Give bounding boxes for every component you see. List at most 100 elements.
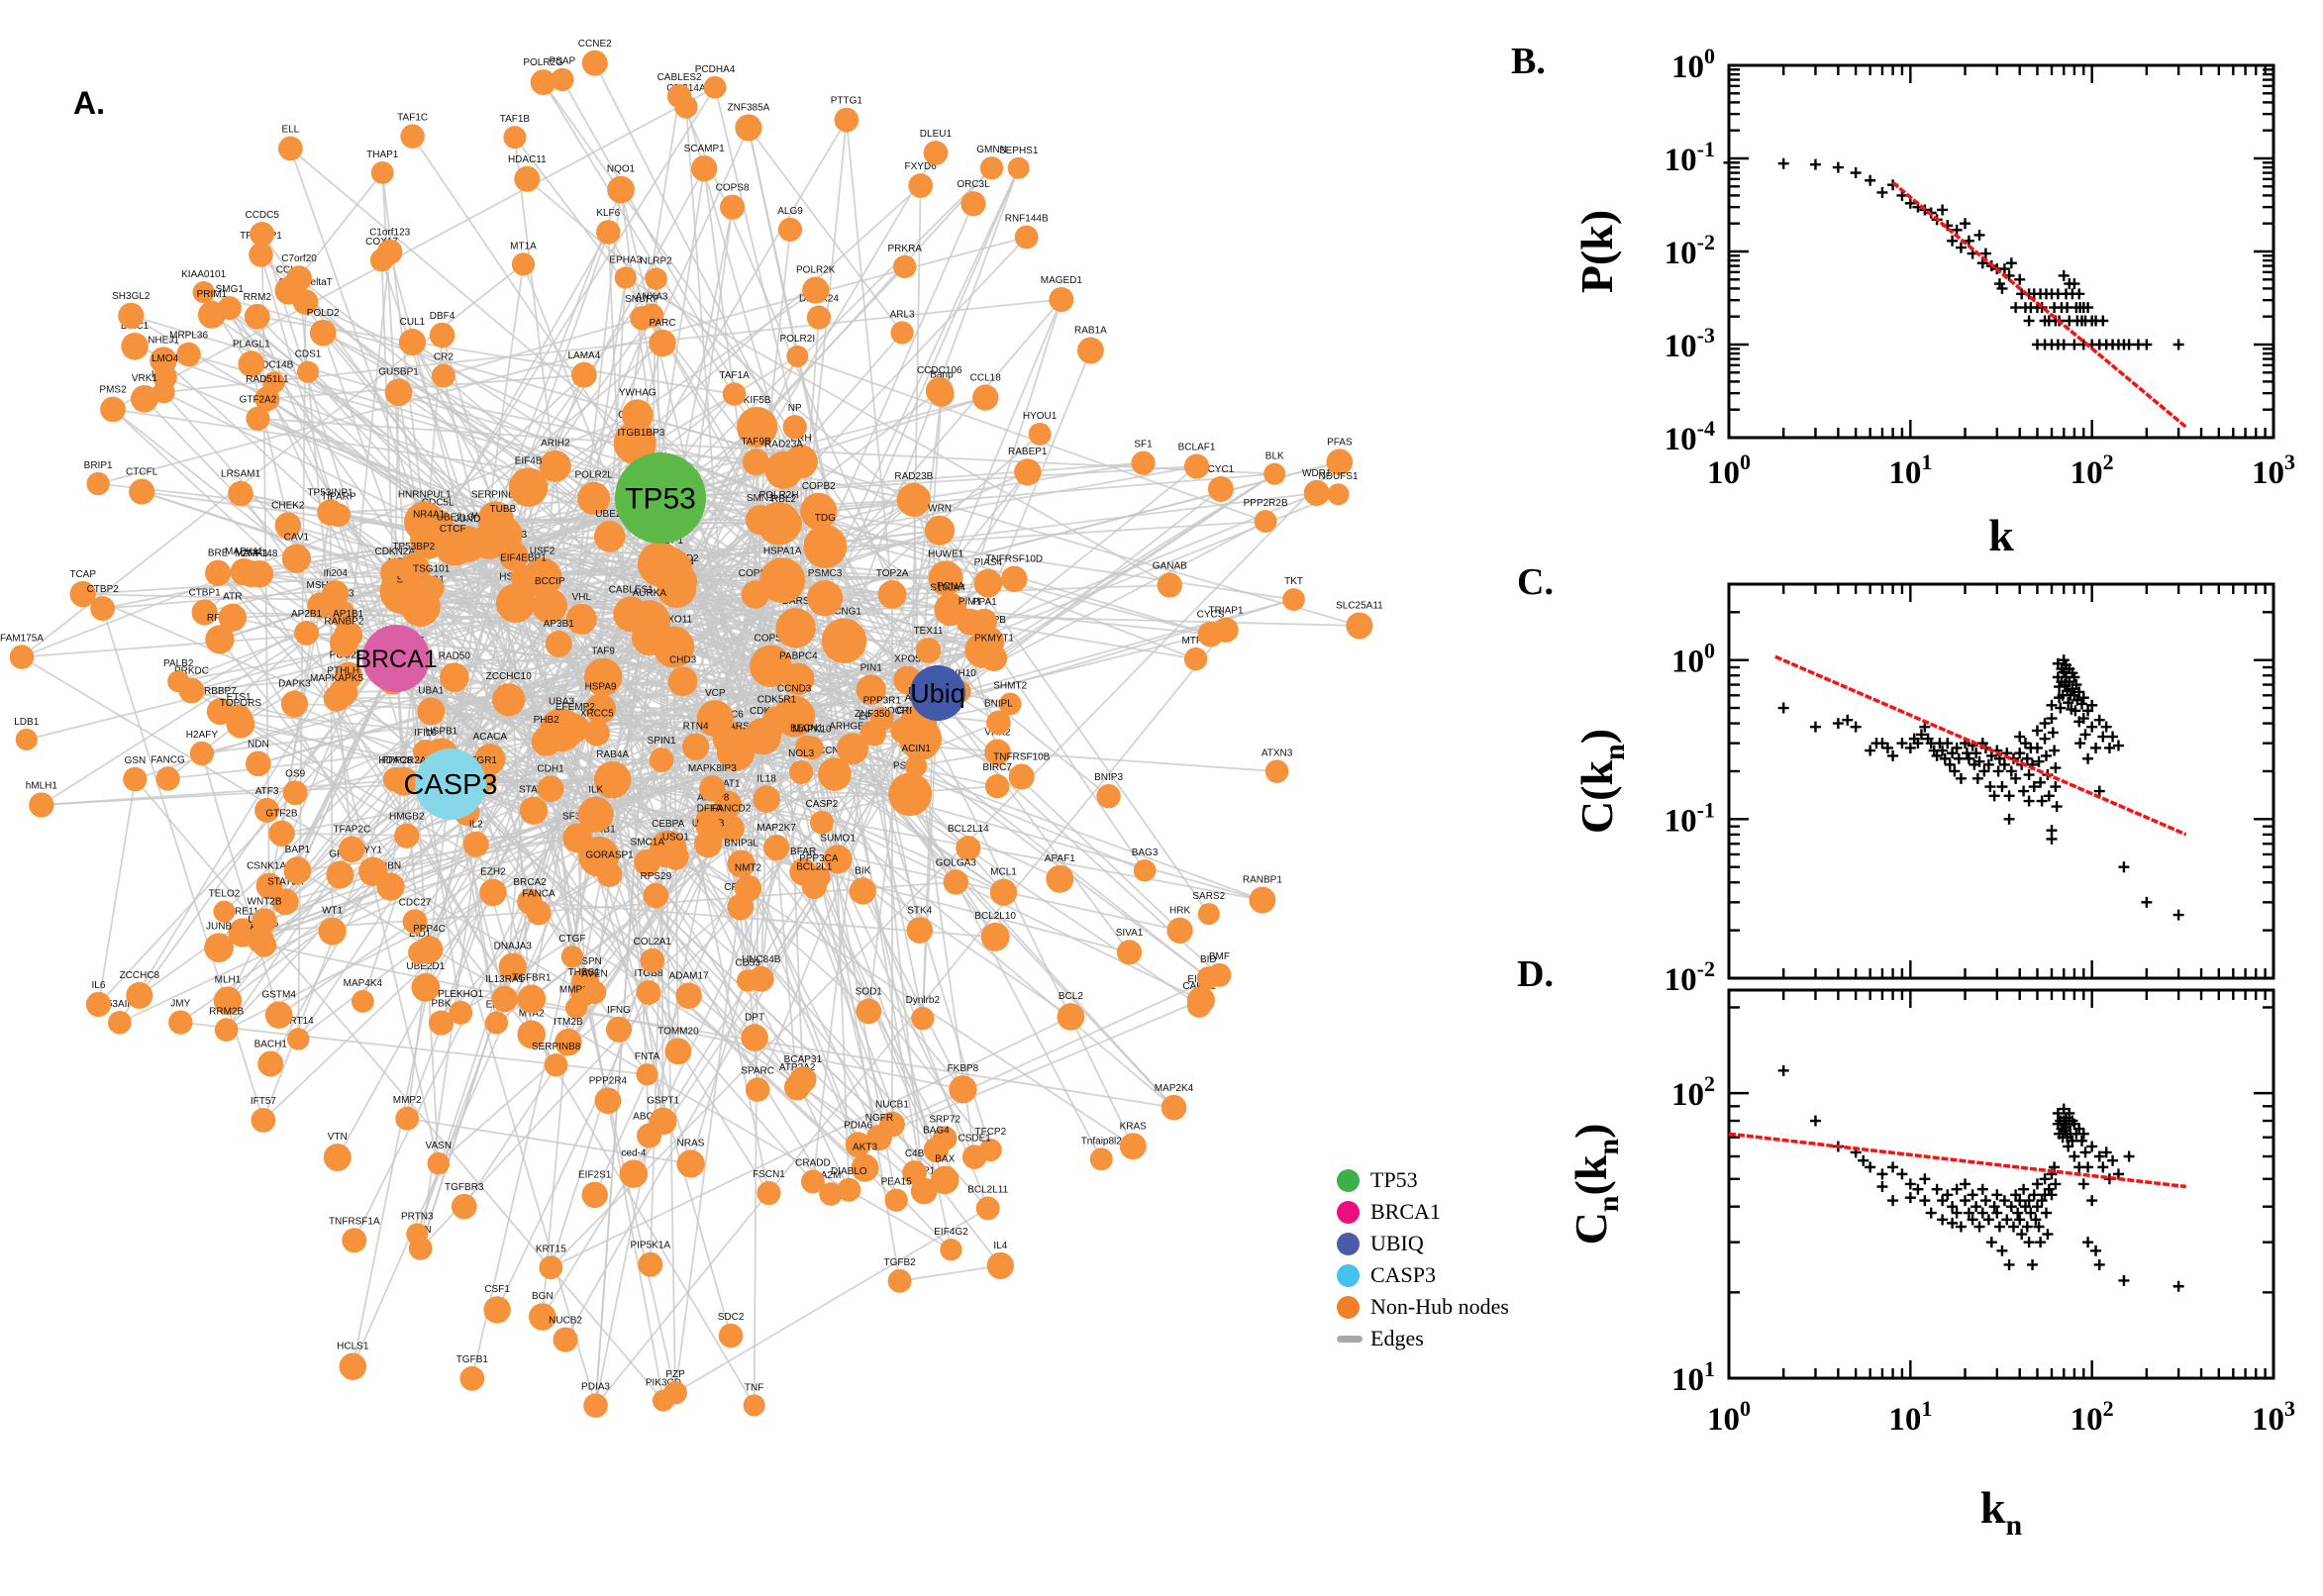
network-node <box>877 580 907 609</box>
network-node <box>986 1251 1015 1280</box>
network-hub-edge <box>395 657 422 953</box>
scatter-marker <box>1963 752 1974 764</box>
network-node-label: BCL2L14 <box>948 824 989 835</box>
network-node <box>264 1001 293 1029</box>
network-node-label: HRK <box>1169 906 1190 917</box>
scatter-marker <box>1887 1195 1899 1207</box>
network-node-label: PEA15 <box>881 1176 913 1187</box>
scatter-marker <box>2023 769 2035 781</box>
network-node <box>283 856 312 885</box>
network-node-label: ILK <box>588 785 603 796</box>
network-edge <box>945 299 1062 579</box>
network-node-label: BFAR <box>790 847 816 857</box>
network-node <box>859 720 885 746</box>
network-node-label: ANXA3 <box>636 291 668 302</box>
scatter-marker <box>2028 781 2040 793</box>
network-node <box>418 575 445 602</box>
scatter-marker <box>2118 1274 2130 1286</box>
scatter-marker <box>2079 1147 2091 1158</box>
network-node-label: SERPINB9 <box>471 489 521 500</box>
network-node <box>537 775 564 803</box>
network-node-label: NUCB2 <box>549 1315 582 1326</box>
network-edge <box>424 521 815 887</box>
scatter-marker <box>2050 1178 2062 1190</box>
network-node-label: RRM2B <box>209 1006 244 1017</box>
network-node-label: FANCA <box>522 888 556 899</box>
network-edge <box>727 803 823 824</box>
network-node <box>415 936 444 963</box>
network-node <box>998 692 1022 716</box>
scatter-marker <box>1850 167 1862 179</box>
scatter-marker <box>2014 1214 2026 1226</box>
network-node <box>9 645 35 669</box>
scatter-marker <box>1996 781 2008 793</box>
panel-label-a: A. <box>73 85 105 121</box>
network-node <box>908 173 934 198</box>
network-hub-edge <box>217 572 452 785</box>
network-node-label: SMC1A <box>631 838 665 848</box>
network-node <box>247 926 274 954</box>
scatter-marker <box>1953 752 1965 764</box>
network-node <box>400 124 425 149</box>
scatter-marker <box>2093 785 2105 797</box>
network-node <box>663 1380 687 1405</box>
network-node-label: CHEK2 <box>271 501 305 512</box>
hub-label-brca1: BRCA1 <box>354 646 437 673</box>
network-hub-edge <box>450 535 504 785</box>
network-node-label: FANCG <box>151 754 185 765</box>
network-node-label: GORASP1 <box>585 849 634 860</box>
network-node <box>806 579 844 617</box>
network-node <box>1254 510 1277 534</box>
network-node <box>126 981 153 1009</box>
plot-ticks-D <box>1727 990 2275 1380</box>
network-node-label: CDC5L <box>422 497 454 508</box>
network-node <box>254 797 280 823</box>
legend-edge-dash-icon <box>1337 1335 1363 1343</box>
network-node <box>619 1159 649 1188</box>
scatter-marker <box>2073 288 2085 300</box>
network-node-label: UBA3 <box>549 696 575 707</box>
network-node-label: VCP <box>705 688 726 699</box>
network-node <box>979 156 1004 180</box>
network-node <box>718 1323 744 1348</box>
network-node-label: TAF9B <box>741 437 771 448</box>
network-node <box>440 535 465 561</box>
network-node <box>802 276 830 304</box>
network-edge <box>797 678 901 1281</box>
network-node <box>789 759 814 785</box>
network-node <box>410 521 449 559</box>
network-node-label: VRK1 <box>132 373 158 384</box>
network-node-label: PBK <box>431 999 451 1010</box>
network-node-label: CLSPN <box>569 956 602 967</box>
network-node-label: ACACA <box>473 732 508 743</box>
network-node-label: ELL <box>281 125 299 136</box>
scatter-marker <box>1942 1189 1954 1201</box>
scatter-marker <box>2036 1195 2048 1207</box>
network-node-label: TIPARP <box>321 491 356 502</box>
scatter-marker <box>1944 758 1956 770</box>
network-node <box>85 991 112 1018</box>
network-node <box>318 917 347 946</box>
plot-frame-C <box>1727 582 2275 980</box>
network-edge <box>260 234 270 886</box>
network-node <box>1183 647 1208 671</box>
network-node <box>168 1010 193 1035</box>
network-node-label: XRCC5 <box>580 708 614 719</box>
network-node-label: CDKN2A <box>374 547 415 557</box>
scatter-marker <box>1904 197 1916 209</box>
network-edge <box>259 254 597 1406</box>
network-node-label: DIABLO <box>831 1166 867 1177</box>
scatter-marker <box>1777 702 1789 714</box>
network-node <box>204 559 232 586</box>
fit-line-D <box>1728 1132 2186 1189</box>
network-node <box>118 302 145 329</box>
network-node-label: SARS2 <box>1192 891 1225 902</box>
scatter-marker <box>2118 861 2130 873</box>
network-node-label: EZH2 <box>480 867 506 878</box>
network-node <box>351 990 374 1013</box>
y-tick-label-B: 10-1 <box>1665 137 1715 178</box>
network-edge <box>269 754 443 1064</box>
network-node-label: STAT3 <box>519 785 549 796</box>
